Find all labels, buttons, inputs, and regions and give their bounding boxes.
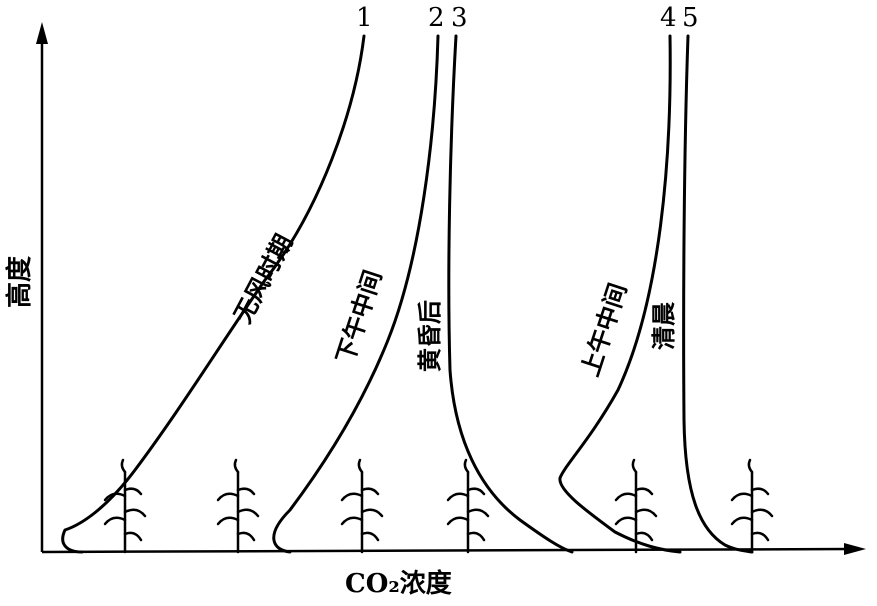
series-label-3: 黄昏后 <box>415 300 444 372</box>
series-label-1: 无风时期 <box>228 229 299 327</box>
plant-icon <box>446 458 490 554</box>
x-axis-label: CO₂浓度 <box>345 568 452 599</box>
series-label-2: 下午中间 <box>330 267 387 367</box>
series-line-3 <box>447 34 574 554</box>
plant-icon <box>340 458 384 554</box>
x-axis-arrow-icon <box>844 543 866 555</box>
plant-icon <box>730 458 774 554</box>
series-line-4 <box>558 34 682 554</box>
plant-icon <box>216 458 260 554</box>
plant-icon <box>614 458 658 554</box>
y-axis-arrow-icon <box>36 22 48 44</box>
y-axis-label: 高度 <box>4 256 35 308</box>
series-number-1: 1 <box>356 3 373 33</box>
plant-icon <box>103 458 147 554</box>
x-axis <box>41 547 853 554</box>
series-line-5 <box>682 34 754 554</box>
series-number-4: 4 <box>660 3 677 33</box>
series-label-5: 清晨 <box>649 301 678 350</box>
series-number-2: 2 <box>428 3 445 33</box>
series-label-4: 上午中间 <box>575 280 632 380</box>
series-number-3: 3 <box>451 3 468 33</box>
series-number-5: 5 <box>682 3 699 33</box>
series-line-1 <box>61 34 366 554</box>
series-line-2 <box>272 34 440 554</box>
